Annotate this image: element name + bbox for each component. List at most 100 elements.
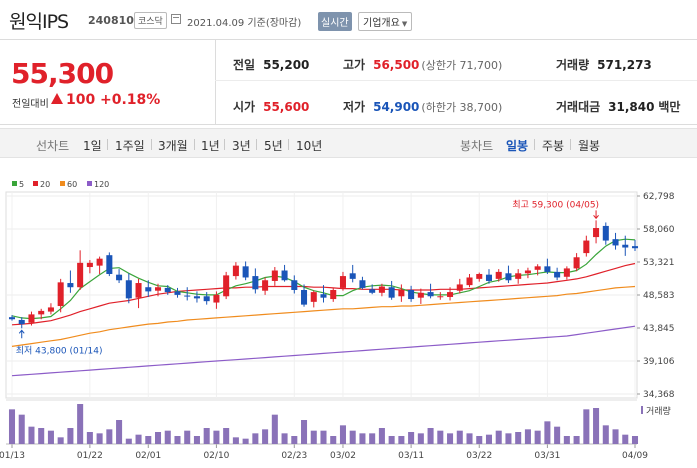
volume-bar — [174, 436, 181, 444]
tab-5y[interactable]: 5년 — [264, 139, 283, 153]
company-overview-label: 기업개요 — [363, 18, 400, 29]
volume-bar — [602, 425, 609, 444]
volume-bar — [476, 436, 483, 444]
volume-bar — [47, 430, 54, 444]
volume-bar — [515, 432, 522, 444]
volume-bar — [339, 425, 346, 444]
legend-swatch — [12, 181, 17, 186]
divider — [288, 139, 289, 150]
up-arrow-icon — [51, 93, 63, 104]
volume-bar — [271, 414, 278, 444]
volume-bar — [408, 432, 415, 444]
day-low: 저가 54,900 (하한가 38,700) — [343, 98, 502, 115]
volume-bar — [213, 430, 220, 444]
tab-10y[interactable]: 10년 — [296, 139, 323, 153]
ma60-line — [11, 285, 636, 347]
tab-1d[interactable]: 1일 — [83, 139, 102, 153]
volume-bar — [388, 436, 395, 444]
volume-bar — [242, 438, 249, 444]
candle-body — [495, 271, 502, 279]
volume-bar — [437, 430, 444, 444]
volume-bar — [505, 433, 512, 444]
candle-body — [349, 273, 356, 279]
candle-body — [47, 307, 54, 312]
volume-bar — [86, 432, 93, 444]
max-annotation: 최고 59,300 (04/05) — [512, 199, 599, 210]
candle-body — [476, 273, 483, 279]
volume-bar — [164, 430, 171, 444]
candle-body — [125, 280, 132, 299]
volume-bar — [8, 409, 16, 444]
tab-1y[interactable]: 1년 — [201, 139, 220, 153]
realtime-button[interactable]: 실시간 — [318, 12, 352, 31]
candlestick-chart[interactable]: 5 20 60 120 62,798 58,060 53,321 48,583 43,845 39… — [0, 176, 697, 468]
candle-body — [554, 271, 561, 278]
volume-bar — [57, 437, 64, 444]
trade-amount: 거래대금 31,840 백만 — [556, 98, 680, 115]
volume-bar — [28, 426, 35, 444]
stock-header: 원익IPS 240810 코스닥 2021.04.09 기준(장마감) 실시간 … — [0, 0, 697, 40]
legend-swatch — [87, 181, 92, 186]
candle-body — [145, 287, 152, 292]
company-overview-dropdown[interactable]: 기업개요 ▼ — [358, 12, 413, 31]
y-tick-label: 58,060 — [643, 225, 675, 235]
volume-bar — [447, 433, 454, 444]
x-tick-label: 02/23 — [281, 451, 307, 461]
tab-weekly[interactable]: 주봉 — [542, 139, 565, 153]
open-label: 시가 — [233, 100, 256, 114]
candle-body — [524, 270, 531, 274]
volume-bar — [573, 436, 580, 444]
divider — [194, 139, 195, 150]
volume-bar — [125, 438, 132, 444]
volume-legend-swatch — [641, 406, 643, 414]
x-tick-label: 03/22 — [466, 451, 492, 461]
volume-bar — [466, 433, 473, 444]
candle-body — [242, 266, 249, 278]
candle-body — [252, 276, 259, 290]
calendar-icon — [171, 14, 181, 24]
candle-body — [310, 292, 317, 302]
candle-body — [154, 287, 162, 291]
tab-monthly[interactable]: 월봉 — [578, 139, 601, 153]
y-tick-label: 48,583 — [643, 291, 675, 301]
legend-label: 20 — [40, 180, 50, 189]
volume-bar — [106, 429, 113, 444]
tab-3y[interactable]: 3년 — [232, 139, 251, 153]
divider — [224, 139, 225, 150]
x-tick-label: 03/11 — [398, 451, 424, 461]
divider — [534, 139, 535, 150]
prev-close: 전일 55,200 — [233, 56, 309, 73]
volume-bar — [456, 430, 463, 444]
tab-daily[interactable]: 일봉 — [506, 139, 529, 153]
x-tick-label: 03/31 — [534, 451, 560, 461]
tab-3m[interactable]: 3개월 — [158, 139, 188, 153]
volume-bar — [310, 430, 317, 444]
y-tick-label: 39,106 — [643, 357, 675, 367]
volume-bar — [359, 433, 366, 444]
volume-bar — [203, 428, 210, 444]
candle-body — [378, 286, 385, 293]
chart-period-tabs: 선차트 1일 1주일 3개월 1년 3년 5년 10년 봉차트 일봉 주봉 월봉 — [0, 128, 697, 158]
volume-bar — [427, 428, 434, 444]
x-tick-label: 02/01 — [135, 451, 161, 461]
open-value: 55,600 — [263, 100, 310, 114]
chart-canvas: 5 20 60 120 62,798 58,060 53,321 48,583 43,845 39… — [0, 180, 675, 461]
market-badge: 코스닥 — [134, 12, 167, 29]
x-tick-label: 01/13 — [0, 451, 25, 461]
chevron-down-icon: ▼ — [401, 20, 408, 28]
candle-body — [427, 292, 434, 297]
volume-bar — [154, 432, 162, 444]
candle-body — [8, 317, 16, 320]
change-percent: +0.18% — [100, 92, 161, 108]
legend-swatch — [60, 181, 65, 186]
candle-body — [485, 274, 493, 281]
tab-1w[interactable]: 1주일 — [115, 139, 145, 153]
open-price: 시가 55,600 — [233, 98, 309, 115]
volume-bar — [18, 414, 25, 444]
candle-body — [408, 290, 415, 300]
volume-bar — [417, 433, 424, 444]
low-label: 저가 — [343, 100, 366, 114]
volume-bar — [593, 408, 600, 444]
x-tick-label: 04/09 — [622, 451, 648, 461]
candle-body — [447, 292, 454, 297]
